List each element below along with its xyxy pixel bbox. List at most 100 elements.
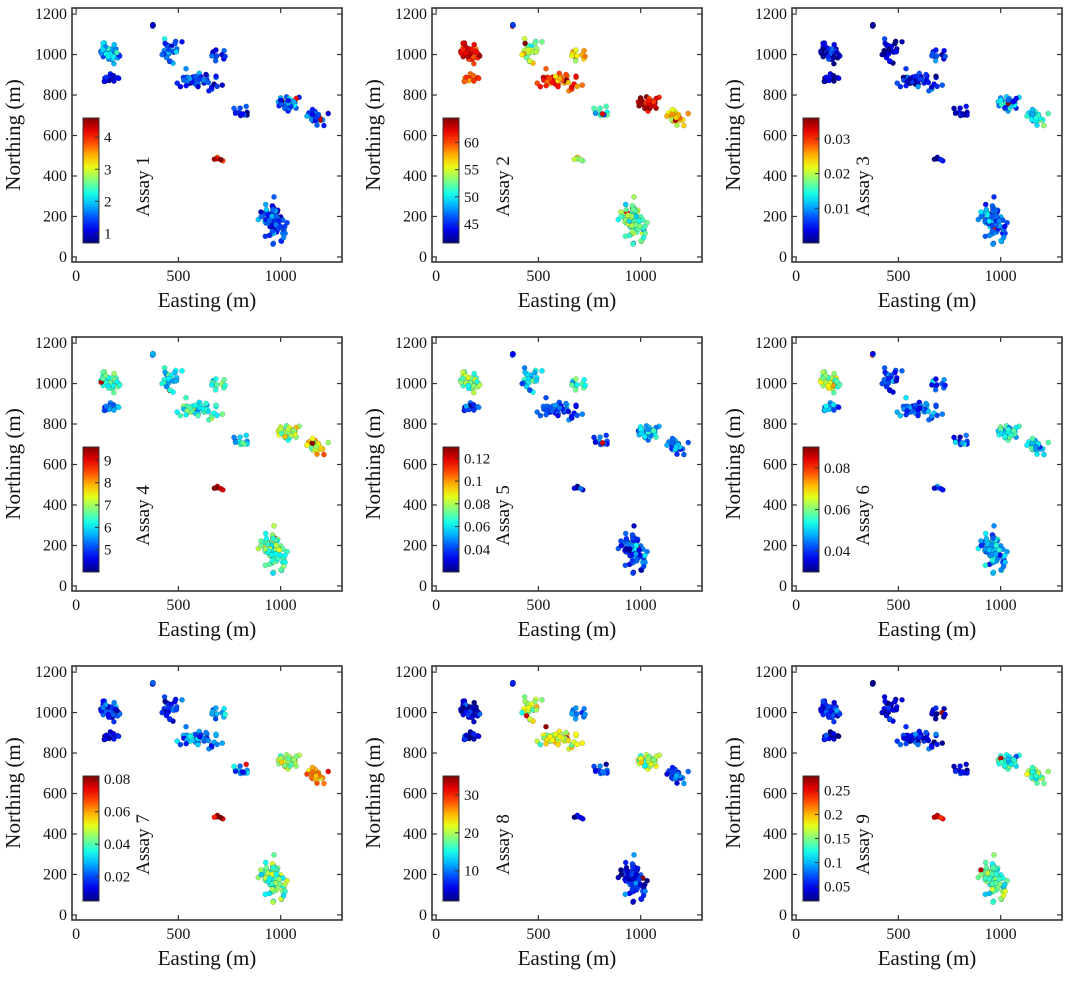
y-axis-label: Northing (m) (361, 737, 385, 848)
sample-point (899, 368, 905, 374)
sample-point (183, 65, 189, 72)
sample-point (963, 432, 969, 439)
sample-point (915, 83, 921, 90)
sample-point (934, 741, 940, 748)
sample-point (192, 73, 199, 80)
y-tick-label: 1000 (35, 47, 67, 64)
sample-point (111, 699, 117, 706)
sample-point (673, 772, 680, 779)
sample-point (982, 201, 989, 208)
sample-point (925, 737, 932, 744)
sample-point (543, 411, 549, 418)
sample-point (111, 78, 117, 84)
sample-point (1024, 771, 1030, 777)
sample-point (929, 711, 935, 717)
sample-point (285, 426, 292, 433)
sample-point (978, 213, 985, 220)
sample-point (187, 733, 193, 740)
y-tick-label: 1200 (35, 6, 67, 23)
sample-point (923, 71, 929, 78)
sample-point (641, 881, 648, 888)
y-tick-label: 600 (763, 128, 787, 145)
sample-point (831, 736, 837, 742)
sample-point (179, 697, 185, 703)
sample-point (556, 76, 563, 82)
sample-point (212, 716, 219, 722)
sample-point (879, 709, 885, 716)
sample-point (834, 49, 840, 56)
sample-point (831, 60, 837, 67)
y-tick-label: 400 (763, 168, 787, 185)
sample-point (633, 213, 640, 220)
sample-point (304, 442, 310, 448)
sample-point (1010, 756, 1017, 763)
panel-assay-4: 0 500 1000 0 200 400 600 800 1000 1200 Easting (m)… (1, 335, 343, 641)
y-tick-label: 1000 (755, 47, 787, 64)
sample-point (569, 711, 575, 717)
sample-point (533, 49, 540, 55)
sample-point (460, 704, 466, 711)
colorbar-tick-label: 5 (104, 543, 112, 559)
sample-point (893, 378, 900, 384)
sample-point (203, 729, 209, 736)
sample-point (262, 562, 269, 569)
colorbar-tick-label: 4 (104, 130, 112, 146)
sample-point (211, 485, 218, 491)
sample-point (638, 430, 645, 437)
sample-point (475, 733, 482, 740)
colorbar-tick-label: 0.02 (104, 870, 130, 886)
sample-point (986, 876, 993, 882)
sample-point (213, 402, 219, 408)
sample-point (231, 763, 237, 770)
sample-point (271, 523, 277, 529)
sample-point (640, 892, 647, 899)
sample-point (159, 709, 165, 716)
x-tick-label: 0 (792, 268, 800, 285)
sample-point (899, 697, 905, 703)
x-tick-label: 0 (792, 597, 800, 614)
sample-point (270, 899, 276, 905)
sample-point (243, 761, 249, 768)
sample-point (931, 814, 938, 820)
sample-point (162, 698, 168, 705)
x-tick-label: 500 (526, 268, 550, 285)
sample-point (685, 768, 692, 775)
sample-point (522, 698, 528, 705)
sample-point (522, 369, 528, 376)
sample-point (114, 707, 120, 714)
sample-point (957, 763, 963, 769)
colorbar-tick-label: 0.04 (824, 544, 851, 560)
sample-point (894, 409, 900, 415)
sample-point (931, 156, 938, 162)
sample-point (887, 387, 893, 393)
sample-point (471, 78, 477, 84)
sample-point (893, 707, 900, 713)
sample-point (574, 83, 580, 90)
sample-point (222, 711, 228, 718)
sample-point (262, 201, 269, 208)
sample-point (174, 738, 180, 744)
sample-point (882, 369, 888, 376)
sample-point (276, 547, 282, 553)
sample-point (460, 46, 466, 53)
sample-point (885, 704, 892, 711)
sample-point (892, 40, 898, 47)
sample-point (232, 439, 239, 446)
sample-point (173, 378, 180, 384)
sample-point (912, 73, 919, 80)
sample-point (209, 711, 215, 717)
sample-point (563, 71, 569, 78)
sample-point (831, 389, 837, 396)
sample-point (1002, 104, 1008, 111)
sample-point (903, 394, 909, 401)
y-tick-label: 1200 (755, 6, 787, 23)
sample-point (990, 570, 996, 576)
colorbar-tick-label: 0.01 (824, 201, 850, 217)
sample-point (1001, 552, 1008, 559)
sample-point (321, 780, 327, 787)
sample-point (533, 707, 540, 713)
sample-point (196, 405, 203, 411)
colorbar-tick-label: 0.25 (824, 783, 850, 799)
sample-point (636, 218, 642, 224)
sample-point (626, 218, 633, 224)
